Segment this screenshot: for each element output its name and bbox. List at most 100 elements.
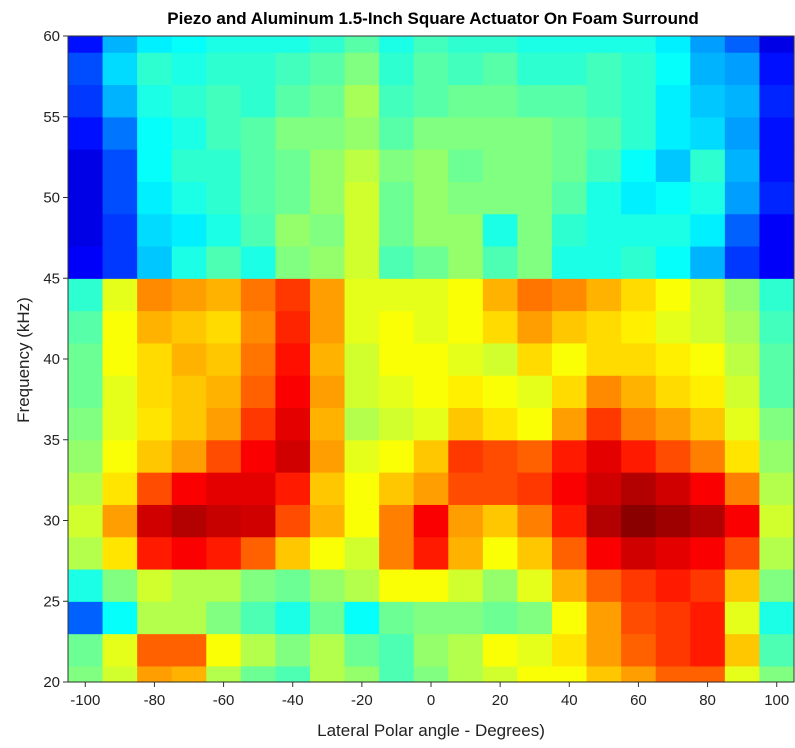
heatmap-cell: [517, 213, 553, 247]
heatmap-cell: [690, 504, 726, 538]
x-tick-label: 0: [427, 692, 435, 709]
heatmap-cell: [379, 568, 415, 602]
y-tick-label: 60: [43, 28, 60, 45]
heatmap-cell: [206, 245, 242, 279]
heatmap-cell: [102, 213, 138, 247]
y-tick-label: 45: [43, 270, 60, 287]
heatmap-cell: [171, 84, 207, 118]
heatmap-cell: [586, 245, 622, 279]
heatmap-cell: [379, 439, 415, 473]
heatmap-cell: [621, 633, 657, 667]
heatmap-cell: [344, 116, 380, 150]
heatmap-cell: [206, 665, 242, 683]
heatmap-cell: [621, 278, 657, 312]
heatmap-cell: [517, 407, 553, 441]
heatmap-cell: [759, 601, 795, 635]
heatmap-cell: [413, 601, 449, 635]
heatmap-cell: [448, 536, 484, 570]
heatmap-cell: [724, 245, 761, 279]
heatmap-cell: [724, 665, 761, 683]
heatmap-cell: [517, 116, 553, 150]
heatmap-cell: [310, 310, 346, 344]
heatmap-cell: [621, 568, 657, 602]
heatmap-cell: [102, 84, 138, 118]
heatmap-cell: [102, 181, 138, 215]
heatmap-cell: [102, 52, 138, 86]
heatmap-cell: [310, 472, 346, 505]
heatmap-cell: [724, 375, 761, 409]
heatmap-cell: [517, 472, 553, 505]
heatmap-cell: [275, 181, 311, 215]
heatmap-cell: [344, 278, 380, 312]
heatmap-cell: [482, 213, 519, 247]
heatmap-cell: [482, 439, 519, 473]
heatmap-cell: [240, 181, 277, 215]
heatmap-cell: [171, 472, 207, 505]
heatmap-cell: [724, 439, 761, 473]
heatmap-cell: [552, 568, 588, 602]
heatmap-cell: [310, 149, 346, 182]
heatmap-cell: [517, 245, 553, 279]
heatmap-cell: [68, 116, 104, 150]
heatmap-cell: [759, 213, 795, 247]
heatmap-cell: [137, 310, 173, 344]
heatmap-cell: [517, 601, 553, 635]
heatmap-cell: [171, 342, 207, 376]
heatmap-cell: [68, 568, 104, 602]
heatmap-cell: [275, 439, 311, 473]
heatmap-cell: [621, 375, 657, 409]
heatmap-cell: [171, 407, 207, 441]
heatmap-cell: [275, 665, 311, 683]
heatmap-cell: [206, 633, 242, 667]
heatmap-cell: [621, 149, 657, 182]
heatmap-cell: [482, 633, 519, 667]
heatmap-cell: [586, 278, 622, 312]
heatmap-cell: [310, 375, 346, 409]
heatmap-cell: [448, 278, 484, 312]
heatmap-cell: [482, 342, 519, 376]
heatmap-cell: [275, 568, 311, 602]
heatmap-cell: [137, 36, 173, 53]
heatmap-cell: [275, 504, 311, 538]
heatmap-cell: [448, 149, 484, 182]
heatmap-cell: [137, 342, 173, 376]
heatmap-cell: [448, 375, 484, 409]
x-tick-label: 80: [699, 692, 716, 709]
heatmap-cell: [137, 245, 173, 279]
heatmap-cell: [206, 52, 242, 86]
heatmap-cell: [171, 213, 207, 247]
heatmap-cell: [310, 213, 346, 247]
heatmap-cell: [482, 407, 519, 441]
heatmap-cell: [586, 36, 622, 53]
heatmap-cell: [621, 52, 657, 86]
heatmap-cell: [759, 407, 795, 441]
heatmap-cell: [310, 84, 346, 118]
heatmap-cell: [275, 375, 311, 409]
heatmap-cell: [68, 278, 104, 312]
heatmap-cell: [759, 310, 795, 344]
heatmap-cell: [517, 536, 553, 570]
heatmap-cell: [655, 36, 691, 53]
heatmap-cell: [171, 36, 207, 53]
heatmap-cell: [690, 375, 726, 409]
heatmap-cell: [379, 536, 415, 570]
heatmap-cell: [586, 52, 622, 86]
heatmap-cell: [517, 633, 553, 667]
heatmap-cell: [724, 407, 761, 441]
heatmap-cell: [206, 601, 242, 635]
heatmap-cell: [379, 245, 415, 279]
heatmap-cell: [102, 310, 138, 344]
heatmap-cell: [102, 36, 138, 53]
heatmap-cell: [552, 536, 588, 570]
heatmap-cell: [655, 310, 691, 344]
heatmap-cell: [482, 84, 519, 118]
heatmap-cell: [310, 665, 346, 683]
heatmap-cell: [240, 439, 277, 473]
heatmap-cell: [759, 278, 795, 312]
heatmap-cell: [621, 342, 657, 376]
x-tick-label: 60: [630, 692, 647, 709]
heatmap-cell: [759, 633, 795, 667]
heatmap-cell: [448, 84, 484, 118]
heatmap-cell: [552, 116, 588, 150]
heatmap-cell: [759, 181, 795, 215]
